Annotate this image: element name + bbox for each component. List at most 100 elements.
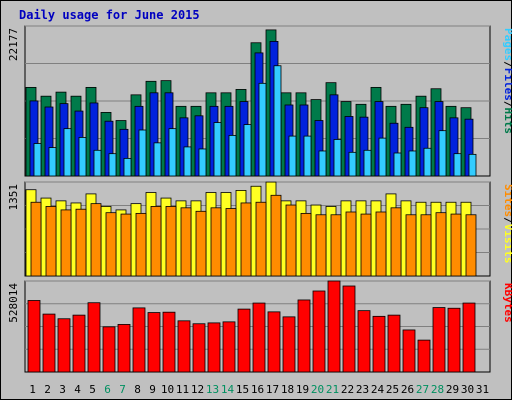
- kbytes-bar-kbytes: [327, 280, 341, 373]
- kbytes-bar-kbytes: [222, 321, 236, 373]
- visits-bar-sites: [120, 213, 132, 277]
- hits-bar-pages: [273, 65, 282, 177]
- legend-entry: Sites: [502, 184, 512, 217]
- x-tick-label: 2: [44, 383, 51, 396]
- hits-bar-pages: [183, 146, 192, 177]
- x-tick-label: 14: [221, 383, 235, 396]
- x-tick-label: 24: [371, 383, 385, 396]
- legend-entry: Hits: [502, 108, 512, 135]
- kbytes-bar-kbytes: [297, 299, 311, 373]
- legend-entry: Files: [502, 68, 512, 101]
- visits-bar-sites: [420, 214, 432, 277]
- visits-max-label: 1351: [7, 184, 20, 211]
- x-tick-label: 28: [431, 383, 444, 396]
- kbytes-bar-kbytes: [162, 311, 176, 373]
- visits-bar-sites: [255, 201, 267, 277]
- visits-bar-sites: [45, 206, 57, 277]
- visits-bar-sites: [180, 207, 192, 277]
- x-tick-label: 30: [461, 383, 474, 396]
- legend-entry: Visits: [502, 224, 512, 264]
- x-tick-label: 18: [281, 383, 294, 396]
- visits-bar-sites: [345, 211, 357, 277]
- visits-bar-sites: [30, 201, 42, 277]
- hits-bar-pages: [363, 149, 372, 177]
- hits-legend: Pages/Files/Hits: [502, 28, 512, 134]
- kbytes-bar-kbytes: [312, 290, 326, 373]
- visits-bar-sites: [465, 214, 477, 277]
- kbytes-bar-kbytes: [42, 313, 56, 373]
- x-tick-label: 7: [119, 383, 126, 396]
- kbytes-bar-kbytes: [207, 322, 221, 373]
- visits-bar-sites: [270, 194, 282, 277]
- visits-bar-sites: [330, 214, 342, 277]
- kbytes-bar-kbytes: [72, 314, 86, 373]
- x-tick-label: 16: [251, 383, 264, 396]
- visits-bar-sites: [150, 206, 162, 277]
- x-tick-label: 23: [356, 383, 369, 396]
- visits-bar-sites: [390, 207, 402, 277]
- kbytes-bar-kbytes: [432, 307, 446, 373]
- kbytes-bar-kbytes: [387, 314, 401, 373]
- visits-bar-sites: [225, 208, 237, 277]
- x-tick-label: 22: [341, 383, 354, 396]
- x-tick-label: 31: [476, 383, 489, 396]
- visits-bar-sites: [450, 213, 462, 277]
- x-tick-label: 26: [401, 383, 414, 396]
- hits-bar-pages: [108, 153, 117, 177]
- legend-entry: Pages: [502, 28, 512, 61]
- hits-bar-pages: [153, 142, 162, 177]
- visits-bar-sites: [405, 214, 417, 277]
- visits-bar-sites: [105, 212, 117, 277]
- hits-bar-pages: [453, 153, 462, 177]
- x-tick-label: 27: [416, 383, 429, 396]
- kbytes-bar-kbytes: [342, 285, 356, 373]
- visits-bar-sites: [135, 212, 147, 277]
- x-tick-label: 17: [266, 383, 279, 396]
- hits-bar-pages: [333, 139, 342, 177]
- kbytes-bar-kbytes: [192, 323, 206, 373]
- hits-bar-pages: [78, 137, 87, 177]
- kbytes-bar-kbytes: [282, 316, 296, 373]
- kbytes-bar-kbytes: [402, 329, 416, 373]
- kbytes-bar-kbytes: [252, 302, 266, 373]
- hits-bar-pages: [408, 150, 417, 177]
- x-axis: 1 2 3 4 5 6 7 8 9 10 11 12 13 14 15 16 17 18 19 20 21 22 23 24 2…: [29, 383, 489, 396]
- legend-entry: /: [502, 61, 512, 68]
- kbytes-bar-kbytes: [177, 320, 191, 373]
- hits-max-label: 22177: [7, 28, 20, 61]
- x-tick-label: 15: [236, 383, 249, 396]
- hits-bar-pages: [93, 149, 102, 177]
- hits-bar-pages: [63, 128, 72, 177]
- x-tick-label: 9: [149, 383, 156, 396]
- visits-bar-sites: [375, 211, 387, 277]
- x-tick-label: 5: [89, 383, 96, 396]
- visits-bar-sites: [285, 204, 297, 277]
- hits-bar-pages: [138, 129, 147, 177]
- x-tick-label: 19: [296, 383, 309, 396]
- kbytes-bar-kbytes: [102, 326, 116, 373]
- legend-entry: /: [502, 101, 512, 108]
- legend-entry: /: [502, 217, 512, 224]
- kbytes-bar-kbytes: [447, 307, 461, 373]
- visits-legend: Sites/Visits: [502, 184, 512, 264]
- kbytes-legend: KBytes: [502, 283, 512, 323]
- kbytes-panel: 528014 KBytes: [7, 280, 512, 373]
- kbytes-bar-kbytes: [147, 312, 161, 373]
- x-tick-label: 6: [104, 383, 111, 396]
- hits-bar-pages: [468, 153, 477, 177]
- visits-bar-sites: [240, 202, 252, 277]
- hits-bar-pages: [318, 150, 327, 177]
- kbytes-bar-kbytes: [267, 311, 281, 373]
- chart-title: Daily usage for June 2015: [19, 8, 200, 22]
- x-tick-label: 20: [311, 383, 324, 396]
- hits-bar-pages: [438, 130, 447, 177]
- x-tick-label: 21: [326, 383, 339, 396]
- x-tick-label: 10: [161, 383, 174, 396]
- visits-bar-sites: [75, 208, 87, 277]
- kbytes-bar-kbytes: [87, 302, 101, 373]
- visits-bar-sites: [195, 210, 207, 277]
- visits-bar-sites: [60, 209, 72, 277]
- hits-bar-pages: [303, 135, 312, 177]
